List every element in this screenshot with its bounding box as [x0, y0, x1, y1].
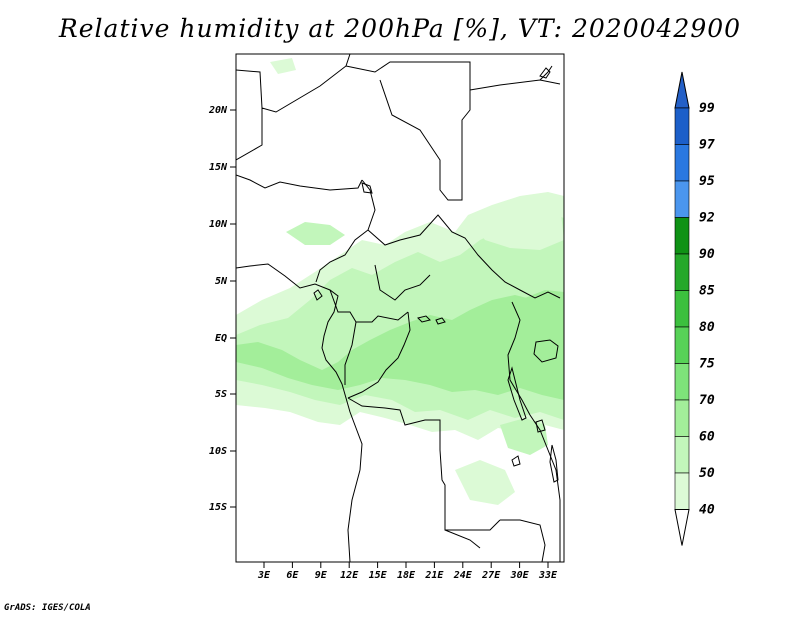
coastline-west-africa [236, 263, 363, 471]
humidity-region-high [236, 295, 564, 400]
lat-tick-label: 10S [209, 446, 227, 457]
colorbar-level-label: 90 [699, 247, 715, 262]
colorbar-high-arrow [674, 71, 690, 109]
colorbar-level-label: 70 [699, 393, 715, 408]
lake-small-2 [435, 317, 446, 325]
colorbar-level-label: 85 [699, 284, 715, 299]
lat-tick-label: 20N [208, 105, 228, 116]
lon-tick-label: 15E [369, 570, 388, 581]
lon-tick-label: 24E [453, 570, 473, 581]
humidity-blob-east [520, 290, 564, 350]
colorbar-swatch [674, 472, 690, 510]
colorbar-swatch [674, 217, 690, 255]
lake-chad [361, 182, 373, 194]
lon-tick-label: 30E [510, 570, 530, 581]
lake-victoria [533, 339, 559, 363]
colorbar-level-label: 80 [699, 320, 715, 335]
colorbar-low-arrow [674, 509, 690, 546]
lake-tanganyika [507, 366, 527, 421]
colorbar-swatch [674, 144, 690, 182]
grads-credit: GrADS: IGES/COLA [4, 603, 91, 613]
lake-small-5 [313, 289, 323, 301]
border-lines [236, 54, 561, 562]
colorbar-swatch [674, 290, 690, 328]
colorbar-level-label: 40 [699, 503, 715, 518]
lake-malawi [549, 444, 559, 483]
lon-tick-label: 12E [340, 570, 359, 581]
colorbar-level-label: 60 [699, 430, 715, 445]
colorbar-swatch [674, 436, 690, 474]
colorbar-swatch [674, 399, 690, 437]
humidity-blob-north3 [270, 58, 296, 74]
map-frame [235, 53, 565, 563]
colorbar-level-label: 95 [699, 174, 715, 189]
humidity-blob-north1 [286, 222, 345, 245]
humidity-blob-southeast [500, 418, 548, 455]
colorbar-swatch [674, 326, 690, 364]
lon-tick-label: 33E [538, 570, 558, 581]
coast-island [539, 67, 551, 79]
lat-tick-label: EQ [215, 333, 227, 344]
map-title: Relative humidity at 200hPa [%], VT: 202… [58, 14, 742, 43]
lon-tick-label: 6E [286, 570, 299, 581]
latitude-axis: 20N 15N 10N 5N EQ 5S 10S 15S [208, 105, 236, 513]
lon-tick-label: 18E [397, 570, 416, 581]
lake-small-1 [417, 315, 431, 323]
colorbar-level-label: 75 [699, 357, 715, 372]
longitude-axis: 3E 6E 9E 12E 15E 18E 21E 24E 27E 30E 33E [257, 562, 558, 581]
lon-tick-label: 21E [424, 570, 444, 581]
humidity-blob-north2 [470, 200, 564, 250]
lon-tick-label: 9E [315, 570, 328, 581]
colorbar-level-label: 50 [699, 466, 715, 481]
humidity-blob-south [455, 460, 515, 505]
lon-tick-label: 3E [257, 570, 271, 581]
colorbar-level-label: 92 [699, 211, 715, 226]
humidity-shading [236, 58, 564, 505]
lon-tick-label: 27E [481, 570, 501, 581]
colorbar-swatch [674, 107, 690, 145]
lat-tick-label: 15N [209, 162, 228, 173]
lat-tick-label: 10N [209, 219, 228, 230]
lake-small-4 [535, 419, 546, 433]
colorbar-level-label: 97 [699, 138, 715, 153]
lat-tick-label: 15S [209, 502, 227, 513]
colorbar-swatch [674, 253, 690, 291]
lat-tick-label: 5N [215, 276, 228, 287]
colorbar-swatch [674, 363, 690, 401]
colorbar: 99 97 95 92 90 85 80 75 70 60 50 40 [674, 71, 715, 546]
lat-tick-label: 5S [215, 389, 227, 400]
colorbar-level-label: 99 [699, 101, 715, 116]
colorbar-swatch [674, 180, 690, 218]
lake-small-3 [511, 455, 521, 467]
country-borders [236, 54, 561, 562]
